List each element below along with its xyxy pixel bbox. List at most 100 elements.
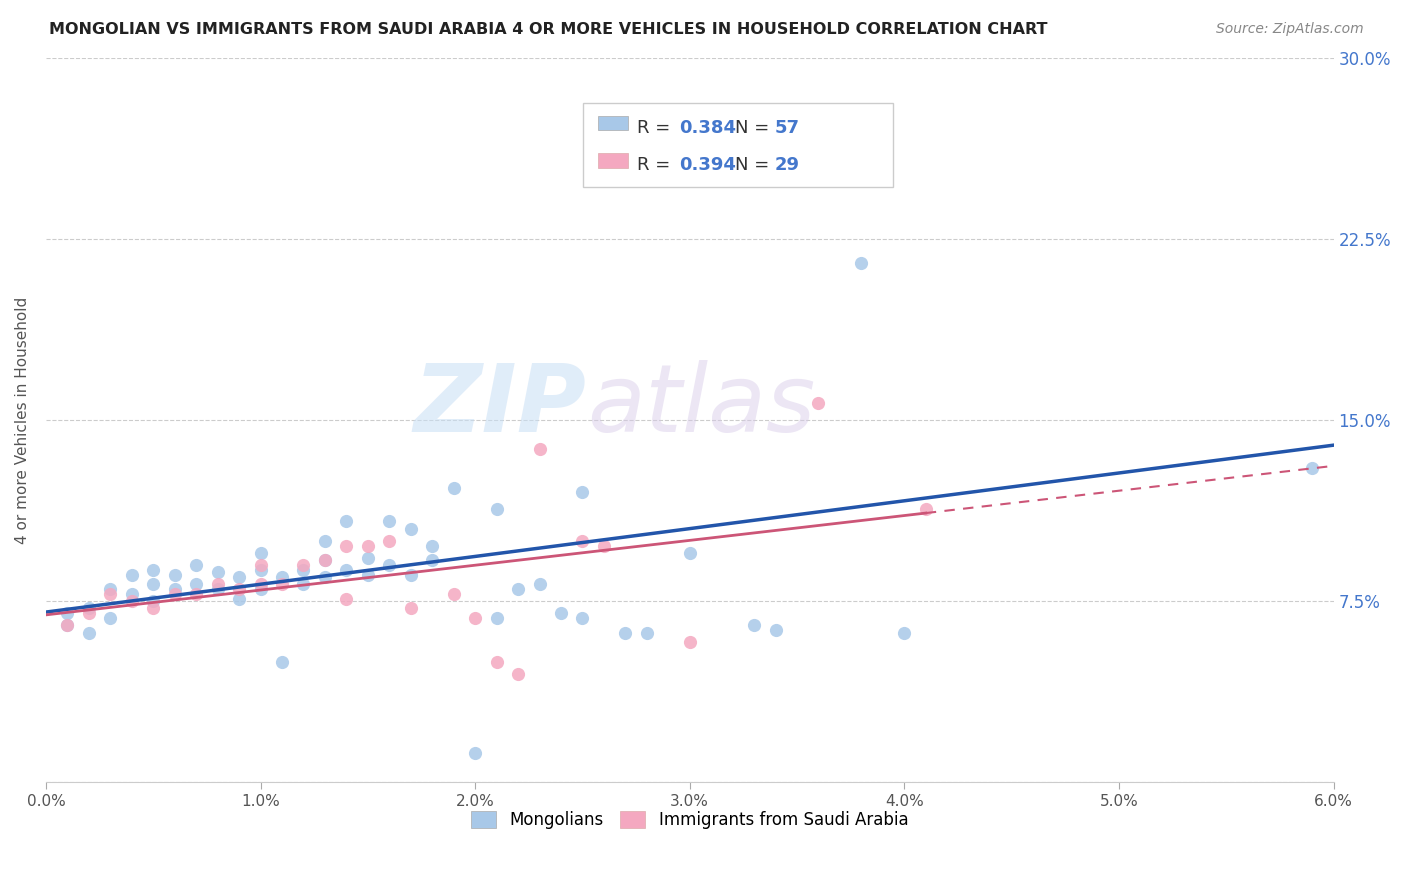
Point	[56, 618, 79, 632]
Point	[443, 587, 465, 601]
Point	[378, 515, 401, 529]
Point	[271, 570, 294, 584]
Point	[335, 591, 357, 606]
Point	[271, 577, 294, 591]
Text: R =: R =	[637, 119, 676, 136]
Point	[614, 625, 637, 640]
Point	[1301, 461, 1323, 475]
Point	[529, 577, 551, 591]
Point	[249, 563, 271, 577]
Point	[571, 485, 593, 500]
Point	[464, 747, 486, 761]
Point	[121, 567, 143, 582]
Point	[335, 539, 357, 553]
Point	[335, 563, 357, 577]
Point	[571, 611, 593, 625]
Point	[914, 502, 936, 516]
Point	[399, 601, 422, 615]
Y-axis label: 4 or more Vehicles in Household: 4 or more Vehicles in Household	[15, 296, 30, 543]
Point	[186, 587, 208, 601]
Point	[571, 533, 593, 548]
Point	[807, 396, 830, 410]
Point	[228, 591, 250, 606]
Point	[357, 550, 380, 565]
Point	[506, 582, 529, 596]
Text: 57: 57	[775, 119, 800, 136]
Point	[249, 577, 271, 591]
Point	[765, 623, 787, 637]
Point	[163, 587, 186, 601]
Point	[550, 607, 572, 621]
Point	[207, 582, 229, 596]
Point	[851, 256, 873, 270]
Point	[485, 611, 508, 625]
Text: MONGOLIAN VS IMMIGRANTS FROM SAUDI ARABIA 4 OR MORE VEHICLES IN HOUSEHOLD CORREL: MONGOLIAN VS IMMIGRANTS FROM SAUDI ARABI…	[49, 22, 1047, 37]
Point	[464, 611, 486, 625]
Point	[828, 123, 851, 137]
Text: atlas: atlas	[586, 360, 815, 451]
Point	[228, 582, 250, 596]
Point	[314, 533, 336, 548]
Point	[163, 582, 186, 596]
Point	[314, 570, 336, 584]
Point	[121, 587, 143, 601]
Point	[742, 618, 765, 632]
Point	[357, 567, 380, 582]
Point	[292, 577, 315, 591]
Point	[77, 625, 100, 640]
Point	[292, 558, 315, 572]
Point	[228, 570, 250, 584]
Point	[292, 563, 315, 577]
Text: R =: R =	[637, 156, 676, 174]
Point	[98, 611, 121, 625]
Point	[399, 522, 422, 536]
Point	[186, 577, 208, 591]
Point	[378, 533, 401, 548]
Point	[399, 567, 422, 582]
Point	[893, 625, 915, 640]
Point	[485, 502, 508, 516]
Point	[163, 567, 186, 582]
Point	[56, 618, 79, 632]
Point	[506, 666, 529, 681]
Point	[186, 558, 208, 572]
Legend: Mongolians, Immigrants from Saudi Arabia: Mongolians, Immigrants from Saudi Arabia	[464, 804, 915, 836]
Point	[378, 558, 401, 572]
Point	[142, 594, 165, 608]
Point	[207, 565, 229, 579]
Text: 0.384: 0.384	[679, 119, 737, 136]
Point	[142, 563, 165, 577]
Point	[593, 539, 616, 553]
Point	[98, 587, 121, 601]
Point	[314, 553, 336, 567]
Text: N =: N =	[735, 119, 775, 136]
Point	[98, 582, 121, 596]
Point	[207, 577, 229, 591]
Text: 29: 29	[775, 156, 800, 174]
Text: Source: ZipAtlas.com: Source: ZipAtlas.com	[1216, 22, 1364, 37]
Point	[121, 594, 143, 608]
Point	[679, 635, 702, 649]
Point	[271, 655, 294, 669]
Point	[420, 553, 443, 567]
Point	[249, 546, 271, 560]
Point	[679, 546, 702, 560]
Point	[443, 481, 465, 495]
Point	[636, 625, 658, 640]
Point	[335, 515, 357, 529]
Point	[420, 539, 443, 553]
Point	[56, 607, 79, 621]
Text: 0.394: 0.394	[679, 156, 735, 174]
Point	[77, 607, 100, 621]
Point	[357, 539, 380, 553]
Text: ZIP: ZIP	[413, 359, 586, 451]
Point	[77, 601, 100, 615]
Point	[142, 601, 165, 615]
Point	[314, 553, 336, 567]
Text: N =: N =	[735, 156, 775, 174]
Point	[485, 655, 508, 669]
Point	[249, 582, 271, 596]
Point	[249, 558, 271, 572]
Point	[142, 577, 165, 591]
Point	[529, 442, 551, 456]
